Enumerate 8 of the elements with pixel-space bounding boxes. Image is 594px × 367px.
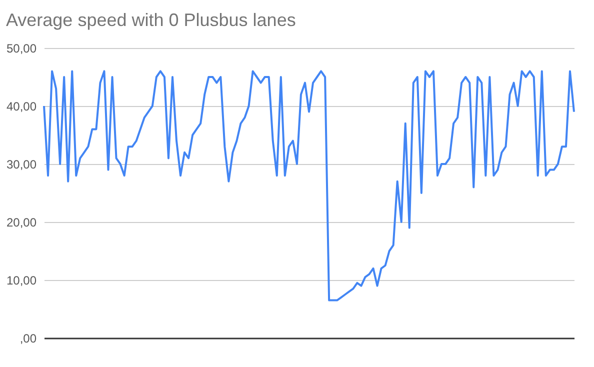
chart-title: Average speed with 0 Plusbus lanes: [6, 10, 296, 30]
y-tick-label: 50,00: [6, 42, 37, 56]
y-tick-label: 20,00: [6, 216, 37, 230]
line-series: [43, 70, 575, 302]
y-tick-label: ,00: [20, 332, 37, 346]
y-tick-label: 40,00: [6, 100, 37, 114]
y-tick-label: 30,00: [6, 158, 37, 172]
y-tick-label: 10,00: [6, 274, 37, 288]
